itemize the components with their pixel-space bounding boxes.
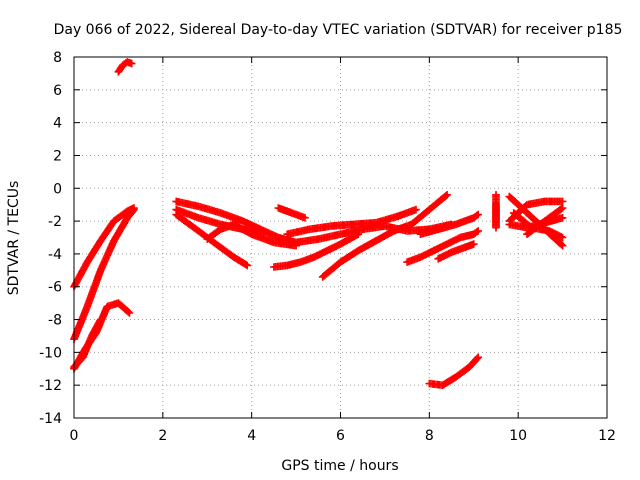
y-tick-label: 8 [53, 50, 62, 66]
data-marks [70, 58, 567, 389]
data-point [474, 227, 482, 235]
series-track-11 [274, 204, 309, 222]
series-track-05 [114, 58, 136, 76]
y-tick-label: -6 [48, 280, 62, 296]
data-point [96, 315, 105, 324]
series-track-18 [492, 191, 500, 232]
data-point [412, 205, 420, 214]
data-point [558, 233, 567, 242]
y-tick-label: -8 [48, 313, 62, 329]
x-tick-label: 0 [70, 428, 79, 444]
series-track-16 [434, 240, 478, 263]
data-point [470, 240, 478, 248]
x-axis-label: GPS time / hours [281, 458, 398, 474]
data-point [130, 204, 138, 212]
data-point [558, 241, 567, 250]
y-tick-label: -10 [39, 345, 62, 361]
series-track-09 [203, 220, 300, 250]
data-point [443, 191, 451, 199]
series-track-07 [172, 210, 251, 270]
series-track-12 [318, 191, 451, 281]
data-point [558, 204, 567, 212]
grid [74, 57, 607, 418]
data-point [301, 214, 309, 222]
data-point [492, 202, 500, 211]
y-tick-label: 0 [53, 181, 62, 197]
y-tick-label: -2 [48, 214, 62, 230]
data-point [558, 214, 567, 222]
series-track-14 [403, 227, 482, 266]
data-point [354, 230, 363, 238]
data-point [292, 241, 300, 250]
data-point [261, 228, 269, 237]
x-tick-label: 2 [158, 428, 167, 444]
data-point [127, 59, 136, 68]
data-point [474, 353, 482, 362]
data-point [474, 210, 482, 219]
x-tick-label: 4 [247, 428, 256, 444]
x-tick-label: 8 [425, 428, 434, 444]
y-tick-label: -4 [48, 247, 62, 263]
data-point [558, 197, 567, 206]
y-tick-label: 2 [53, 148, 62, 164]
series-track-04 [70, 315, 105, 371]
series-track-03 [70, 204, 138, 291]
series-track-10 [270, 230, 363, 271]
data-point [243, 261, 251, 270]
y-axis-label: SDTVAR / TECUs [6, 181, 22, 296]
x-tick-label: 10 [509, 428, 527, 444]
y-tick-label: -12 [39, 378, 62, 394]
y-tick-label: 4 [53, 116, 62, 132]
series-track-13 [283, 205, 420, 238]
chart-title: Day 066 of 2022, Sidereal Day-to-day VTE… [54, 22, 623, 38]
x-tick-label: 12 [598, 428, 616, 444]
x-tick-label: 6 [336, 428, 345, 444]
data-point [125, 309, 134, 317]
series-track-17 [425, 353, 482, 389]
axes: 0 2 4 6 8 10 12 -14 -12 -10 -8 -6 -4 -2 0 2 4 6 8 [39, 50, 616, 444]
series-track-15 [416, 210, 482, 238]
y-tick-label: -14 [39, 411, 62, 427]
series-track-06 [172, 197, 456, 247]
y-tick-label: 6 [53, 83, 62, 99]
data-point [557, 240, 566, 249]
series-track-02 [70, 205, 138, 343]
series-track-23 [523, 204, 567, 238]
